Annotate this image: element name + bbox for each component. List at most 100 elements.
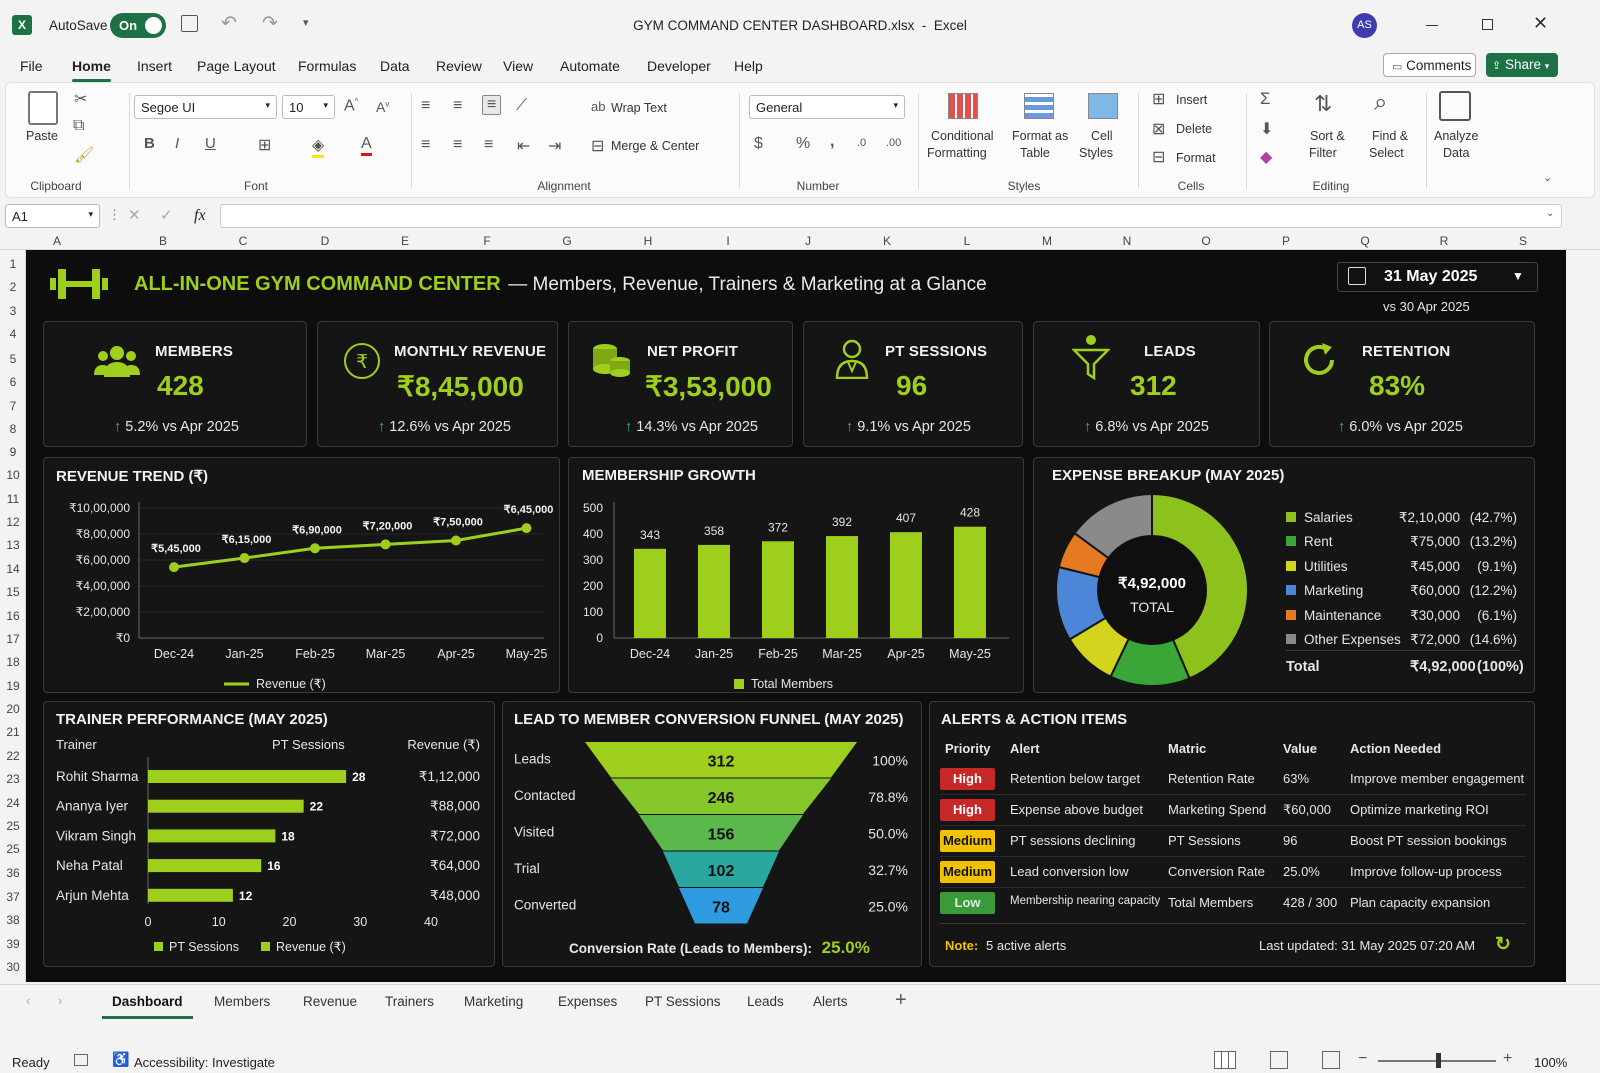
delete-cells-button[interactable]: Delete — [1176, 122, 1213, 136]
cell-styles-label-2[interactable]: Styles — [1079, 146, 1114, 160]
date-selector[interactable]: 31 May 2025 ▼ — [1337, 262, 1538, 292]
cancel-icon[interactable]: ✕ — [128, 207, 141, 224]
normal-view-icon[interactable] — [1214, 1051, 1236, 1069]
decrease-font-icon[interactable]: Av — [376, 99, 390, 115]
column-header[interactable]: C — [238, 234, 248, 248]
sheet-tab-leads[interactable]: Leads — [747, 994, 784, 1009]
avatar[interactable]: AS — [1352, 13, 1377, 38]
column-header[interactable]: O — [1201, 234, 1211, 248]
undo-icon[interactable]: ↶ — [221, 13, 237, 34]
find-select-label-1[interactable]: Find & — [1372, 129, 1409, 143]
tab-insert[interactable]: Insert — [137, 58, 173, 74]
comments-button[interactable]: ▭ Comments — [1383, 53, 1476, 77]
row-header[interactable]: 21 — [6, 725, 20, 739]
align-right-icon[interactable]: ≡ — [484, 136, 494, 153]
insert-cells-icon[interactable]: ⊞ — [1152, 91, 1166, 108]
row-header[interactable]: 8 — [9, 422, 17, 436]
row-header[interactable]: 3 — [9, 304, 17, 318]
orientation-icon[interactable]: ⟋ — [516, 97, 528, 114]
row-header[interactable]: 20 — [6, 702, 20, 716]
borders-icon[interactable]: ⊞ — [258, 137, 272, 154]
scroll-left-icon[interactable]: ‹ — [26, 993, 31, 1008]
tab-developer[interactable]: Developer — [647, 58, 711, 74]
zoom-out-icon[interactable]: − — [1358, 1050, 1368, 1067]
format-as-table-label-1[interactable]: Format as — [1012, 129, 1069, 143]
copy-icon[interactable]: ⧉ — [73, 117, 85, 134]
insert-cells-button[interactable]: Insert — [1176, 93, 1208, 107]
analyze-data-label-2[interactable]: Data — [1443, 146, 1470, 160]
comma-icon[interactable]: , — [830, 133, 835, 150]
increase-decimal-icon[interactable]: .0 — [857, 137, 867, 149]
sheet-tab-dashboard[interactable]: Dashboard — [102, 994, 192, 1019]
row-header[interactable]: 15 — [6, 585, 20, 599]
tab-automate[interactable]: Automate — [560, 58, 620, 74]
column-header[interactable]: S — [1518, 234, 1527, 248]
accessibility-status[interactable]: Accessibility: Investigate — [134, 1055, 275, 1070]
row-header[interactable]: 9 — [9, 445, 17, 459]
fill-icon[interactable]: ⬇ — [1260, 121, 1274, 138]
tab-file[interactable]: File — [20, 58, 43, 74]
column-header[interactable]: A — [52, 234, 61, 248]
customize-toolbar-icon[interactable]: ▾ — [303, 17, 309, 29]
tab-review[interactable]: Review — [436, 58, 482, 74]
row-header[interactable]: 37 — [6, 890, 20, 904]
enter-icon[interactable]: ✓ — [160, 207, 173, 224]
zoom-level[interactable]: 100% — [1534, 1055, 1568, 1070]
row-header[interactable]: 13 — [6, 538, 20, 552]
add-sheet-icon[interactable]: + — [895, 989, 907, 1011]
increase-font-icon[interactable]: A^ — [344, 97, 359, 115]
column-header[interactable]: Q — [1360, 234, 1370, 248]
merge-center-button[interactable]: Merge & Center — [611, 139, 700, 153]
maximize-icon[interactable] — [1482, 19, 1493, 30]
tab-formulas[interactable]: Formulas — [298, 58, 357, 74]
column-header[interactable]: D — [320, 234, 330, 248]
row-header[interactable]: 18 — [6, 655, 20, 669]
zoom-in-icon[interactable]: + — [1503, 1050, 1513, 1067]
collapse-ribbon-icon[interactable]: ⌄ — [1543, 172, 1553, 184]
column-header[interactable]: M — [1042, 234, 1052, 248]
row-header[interactable]: 10 — [6, 468, 20, 482]
row-header[interactable]: 2 — [9, 280, 17, 294]
column-header[interactable]: E — [400, 234, 409, 248]
row-header[interactable]: 7 — [9, 399, 17, 413]
tab-data[interactable]: Data — [380, 58, 410, 74]
tab-view[interactable]: View — [503, 58, 534, 74]
clear-icon[interactable]: ◆ — [1260, 149, 1273, 166]
row-header[interactable]: 12 — [6, 515, 20, 529]
expand-formula-icon[interactable]: ⌄ — [1546, 208, 1555, 219]
insert-function-icon[interactable]: fx — [194, 207, 206, 224]
row-header[interactable]: 24 — [6, 796, 20, 810]
fill-color-icon[interactable]: ◈ — [312, 135, 325, 158]
macro-record-icon[interactable] — [74, 1054, 88, 1066]
row-header[interactable]: 38 — [6, 913, 20, 927]
cell-styles-icon[interactable] — [1088, 93, 1118, 119]
column-header[interactable]: N — [1122, 234, 1132, 248]
paste-icon[interactable] — [28, 91, 58, 125]
tab-home[interactable]: Home — [72, 58, 111, 82]
sheet-tab-pt-sessions[interactable]: PT Sessions — [645, 994, 721, 1009]
row-header[interactable]: 25 — [6, 819, 20, 833]
accessibility-icon[interactable]: ♿ — [112, 1051, 130, 1067]
conditional-formatting-label-2[interactable]: Formatting — [927, 146, 987, 160]
font-size-select[interactable]: 10 ▾ — [282, 95, 335, 119]
page-break-view-icon[interactable] — [1322, 1051, 1340, 1069]
column-header[interactable]: K — [882, 234, 891, 248]
row-header[interactable]: 1 — [9, 257, 17, 271]
minimize-icon[interactable] — [1426, 25, 1438, 26]
row-header[interactable]: 16 — [6, 609, 20, 623]
row-header[interactable]: 30 — [6, 960, 20, 974]
row-header[interactable]: 19 — [6, 679, 20, 693]
autosave-toggle[interactable]: On — [110, 13, 166, 38]
cell-styles-label-1[interactable]: Cell — [1091, 129, 1113, 143]
align-top-icon[interactable]: ≡ — [421, 97, 431, 114]
sort-filter-label-2[interactable]: Filter — [1309, 146, 1337, 160]
sheet-tab-alerts[interactable]: Alerts — [813, 994, 848, 1009]
align-center-icon[interactable]: ≡ — [453, 136, 463, 153]
page-layout-view-icon[interactable] — [1270, 1051, 1288, 1069]
autosum-icon[interactable]: Σ — [1260, 89, 1271, 108]
column-header[interactable]: B — [158, 234, 167, 248]
row-header[interactable]: 22 — [6, 749, 20, 763]
scroll-right-icon[interactable]: › — [58, 993, 63, 1008]
conditional-formatting-label-1[interactable]: Conditional — [931, 129, 994, 143]
cut-icon[interactable]: ✂ — [74, 91, 88, 108]
